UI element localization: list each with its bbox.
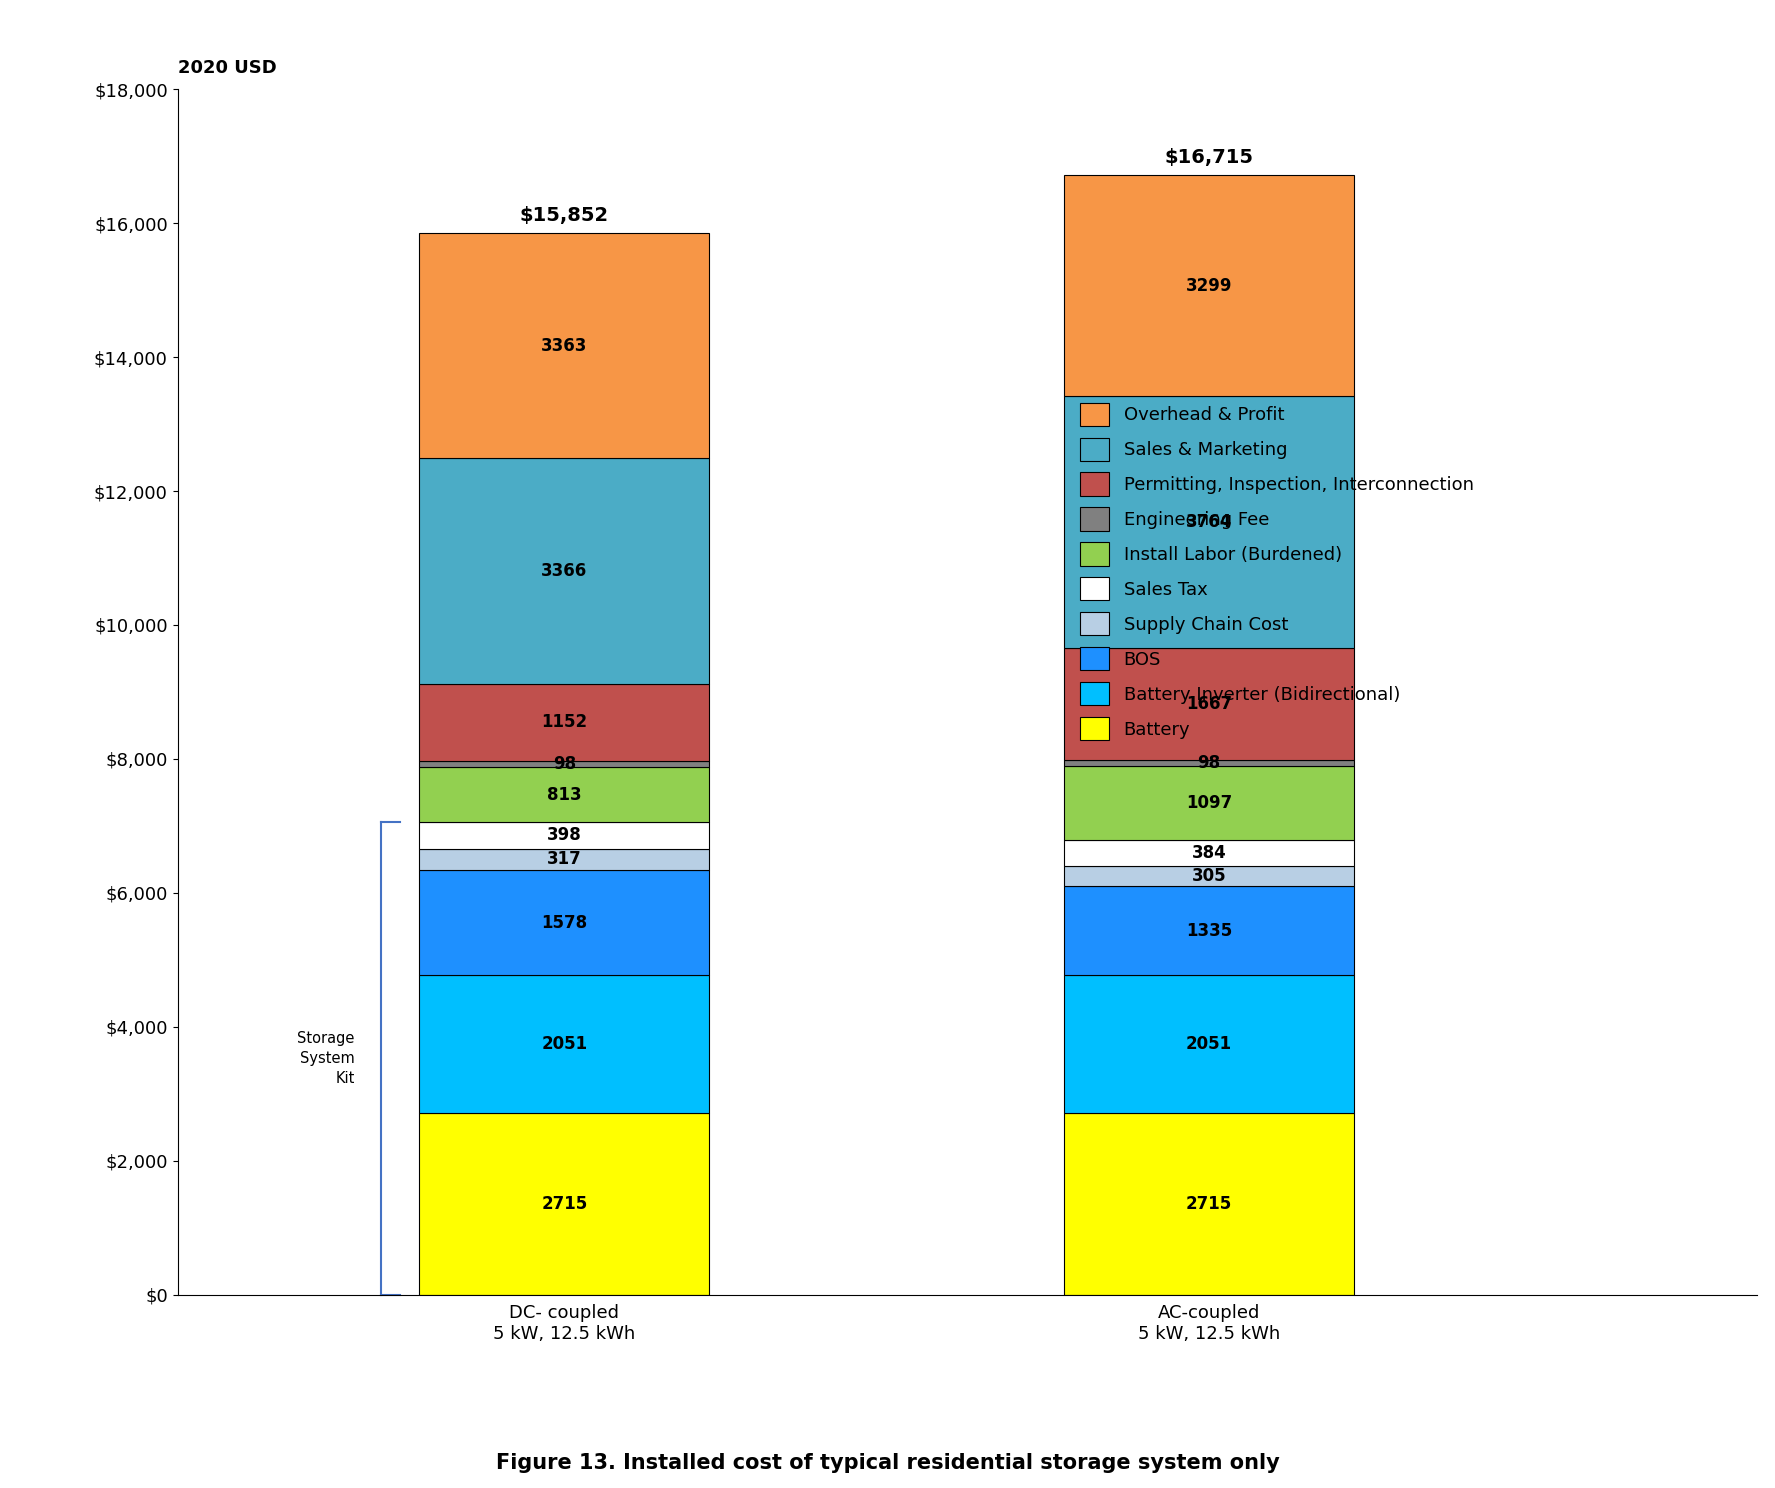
Text: 2715: 2715 bbox=[541, 1195, 588, 1213]
Text: 3764: 3764 bbox=[1186, 513, 1232, 531]
Text: 317: 317 bbox=[547, 850, 582, 868]
Bar bbox=[419, 234, 710, 458]
Bar bbox=[419, 768, 710, 821]
Text: 305: 305 bbox=[1191, 868, 1227, 885]
Text: 98: 98 bbox=[1198, 754, 1221, 772]
Bar bbox=[419, 760, 710, 768]
Text: 1097: 1097 bbox=[1186, 795, 1232, 812]
Text: 1152: 1152 bbox=[541, 713, 588, 731]
Bar bbox=[1063, 396, 1354, 649]
Text: 2715: 2715 bbox=[1186, 1195, 1232, 1213]
Bar bbox=[419, 976, 710, 1113]
Text: 1335: 1335 bbox=[1186, 921, 1232, 940]
Bar bbox=[419, 821, 710, 848]
Bar bbox=[419, 684, 710, 760]
Text: $15,852: $15,852 bbox=[520, 205, 609, 225]
Text: 1667: 1667 bbox=[1186, 695, 1232, 713]
Text: $16,715: $16,715 bbox=[1164, 149, 1253, 167]
Bar bbox=[1063, 176, 1354, 396]
Text: 384: 384 bbox=[1191, 844, 1227, 862]
Bar bbox=[1063, 760, 1354, 766]
Text: 98: 98 bbox=[552, 756, 575, 774]
Bar bbox=[1063, 839, 1354, 866]
Text: Storage
System
Kit: Storage System Kit bbox=[298, 1031, 355, 1086]
Bar bbox=[1063, 766, 1354, 839]
Text: 2051: 2051 bbox=[541, 1036, 588, 1054]
Text: 3299: 3299 bbox=[1186, 277, 1232, 295]
Bar bbox=[419, 848, 710, 870]
Bar bbox=[419, 870, 710, 976]
Bar bbox=[1063, 885, 1354, 976]
Text: 2020 USD: 2020 USD bbox=[178, 60, 277, 77]
Legend: Overhead & Profit, Sales & Marketing, Permitting, Inspection, Interconnection, E: Overhead & Profit, Sales & Marketing, Pe… bbox=[1070, 393, 1482, 750]
Bar bbox=[419, 458, 710, 684]
Text: 3366: 3366 bbox=[541, 562, 588, 580]
Text: Figure 13. Installed cost of typical residential storage system only: Figure 13. Installed cost of typical res… bbox=[495, 1454, 1280, 1473]
Text: 2051: 2051 bbox=[1186, 1036, 1232, 1054]
Bar bbox=[1063, 866, 1354, 885]
Bar bbox=[1063, 976, 1354, 1113]
Bar bbox=[419, 1113, 710, 1295]
Text: 1578: 1578 bbox=[541, 914, 588, 931]
Text: 813: 813 bbox=[547, 786, 582, 804]
Text: 3363: 3363 bbox=[541, 336, 588, 354]
Text: 398: 398 bbox=[547, 826, 582, 844]
Bar bbox=[1063, 1113, 1354, 1295]
Bar bbox=[1063, 649, 1354, 760]
